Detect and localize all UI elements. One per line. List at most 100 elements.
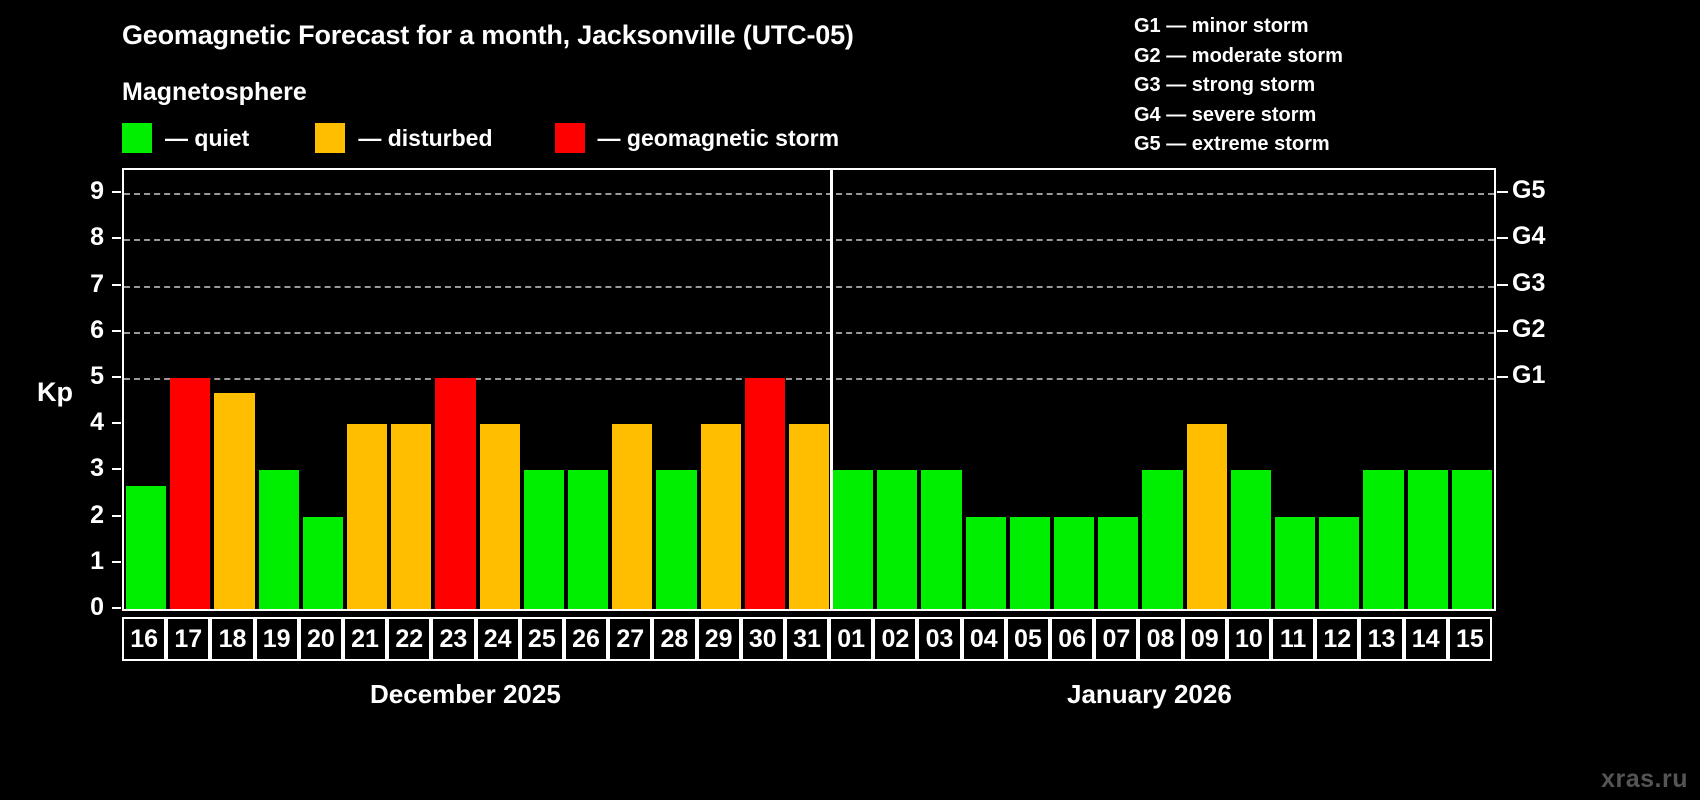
bar-day-31 (788, 424, 830, 609)
g-scale-label-G1: G1 (1512, 360, 1546, 389)
month-caption-january: January 2026 (1067, 679, 1232, 709)
legend-item-storm: — geomagnetic storm (554, 123, 840, 153)
legend-swatch-storm-icon (554, 123, 585, 153)
gridline-kp-5 (124, 377, 1494, 380)
magnetosphere-section-label: Magnetosphere (122, 78, 307, 106)
day-label-12: 12 (1315, 617, 1360, 661)
bar-day-30 (744, 377, 785, 609)
day-label-11: 11 (1271, 617, 1316, 661)
gridline-kp-8 (124, 239, 1494, 242)
day-label-28: 28 (652, 617, 697, 661)
y-tick-label-9: 9 (90, 177, 104, 206)
y-tick-label-3: 3 (90, 454, 104, 483)
legend-swatch-disturbed-icon (315, 123, 346, 153)
day-label-01: 01 (829, 617, 874, 661)
day-label-02: 02 (873, 617, 918, 661)
plot-area (122, 168, 1496, 611)
bar-day-25 (523, 470, 564, 609)
gridline-kp-6 (124, 331, 1494, 334)
y-axis-title: Kp (37, 377, 73, 407)
bar-day-19 (258, 470, 299, 609)
g-scale-tick-G1 (1497, 375, 1508, 378)
y-tick-label-0: 0 (90, 593, 104, 621)
bar-day-01 (833, 470, 874, 609)
g-scale-label-G2: G2 (1512, 314, 1546, 343)
g-scale-label-G3: G3 (1512, 268, 1546, 297)
y-tick-label-2: 2 (90, 500, 104, 529)
day-label-06: 06 (1050, 617, 1095, 661)
month-separator-line (829, 168, 833, 611)
g-scale-tick-G5 (1497, 191, 1508, 194)
y-tick-mark-5 (112, 375, 121, 378)
y-tick-mark-7 (112, 283, 121, 286)
day-label-14: 14 (1403, 617, 1448, 661)
bar-day-24 (479, 424, 520, 609)
y-tick-mark-2 (112, 514, 121, 517)
day-label-26: 26 (563, 617, 609, 661)
day-label-24: 24 (475, 617, 520, 661)
day-label-19: 19 (254, 617, 299, 661)
day-label-03: 03 (917, 617, 962, 661)
legend-label-storm: — geomagnetic storm (597, 124, 840, 151)
bar-day-27 (612, 424, 653, 609)
bar-day-15 (1451, 470, 1492, 609)
day-label-21: 21 (342, 617, 388, 661)
legend-swatch-quiet-icon (122, 123, 152, 153)
day-label-25: 25 (519, 617, 564, 661)
day-label-13: 13 (1359, 617, 1404, 661)
bar-day-05 (1009, 516, 1051, 609)
color-legend: — quiet — disturbed — geomagnetic storm (122, 123, 839, 153)
y-tick-label-8: 8 (90, 223, 104, 252)
gscale-line-g4: G4 — severe storm (1134, 103, 1317, 126)
page-title: Geomagnetic Forecast for a month, Jackso… (122, 20, 854, 50)
g-scale-label-G5: G5 (1512, 176, 1546, 205)
bar-day-06 (1054, 516, 1095, 609)
y-tick-label-5: 5 (90, 361, 104, 390)
bar-day-02 (877, 470, 918, 609)
bar-day-23 (435, 377, 476, 609)
y-tick-mark-6 (112, 329, 121, 332)
g-scale-tick-G2 (1497, 329, 1508, 332)
y-tick-label-6: 6 (90, 315, 104, 344)
g-scale-tick-G4 (1497, 237, 1508, 240)
bar-day-10 (1230, 470, 1272, 609)
y-tick-mark-0 (112, 607, 121, 609)
bar-day-17 (170, 377, 211, 609)
day-label-17: 17 (166, 617, 211, 661)
day-label-16: 16 (122, 617, 167, 661)
gscale-legend: G1 — minor storm G2 — moderate storm G3 … (1134, 12, 1343, 160)
day-label-08: 08 (1138, 617, 1183, 661)
y-tick-mark-4 (112, 422, 121, 425)
bar-day-22 (391, 424, 432, 609)
day-label-04: 04 (961, 617, 1006, 661)
legend-label-disturbed: — disturbed (358, 124, 493, 151)
day-label-22: 22 (387, 617, 432, 661)
month-caption-december: December 2025 (370, 679, 561, 709)
g-scale-label-G4: G4 (1512, 222, 1546, 251)
y-tick-mark-3 (112, 468, 121, 471)
y-axis-left: 0 1 2 3 4 5 6 7 8 9 (72, 168, 104, 620)
bar-day-08 (1142, 470, 1183, 609)
bar-day-28 (656, 470, 697, 609)
day-axis: 16 17 18 19 20 21 22 23 24 25 26 27 28 29 30 31 01 02 03 04… (122, 617, 1496, 661)
gscale-line-g1: G1 — minor storm (1134, 15, 1309, 37)
bar-day-26 (567, 470, 609, 609)
day-label-20: 20 (298, 617, 343, 661)
day-label-05: 05 (1005, 617, 1051, 661)
bar-day-18 (214, 393, 255, 609)
gscale-line-g5: G5 — extreme storm (1134, 133, 1330, 155)
bar-day-03 (921, 470, 962, 609)
legend-label-quiet: — quiet (165, 124, 250, 151)
bar-day-09 (1186, 424, 1227, 609)
y-tick-mark-8 (112, 237, 121, 240)
bar-day-04 (965, 516, 1006, 609)
y-tick-label-4: 4 (90, 408, 104, 437)
y-axis-right: G1 G2 G3 G4 G5 (1512, 168, 1632, 611)
bar-day-16 (126, 485, 167, 609)
day-label-09: 09 (1182, 617, 1227, 661)
bar-day-13 (1363, 470, 1404, 609)
legend-item-disturbed: — disturbed (315, 123, 493, 153)
day-label-27: 27 (608, 617, 653, 661)
day-label-18: 18 (210, 617, 255, 661)
y-tick-mark-1 (112, 560, 121, 563)
